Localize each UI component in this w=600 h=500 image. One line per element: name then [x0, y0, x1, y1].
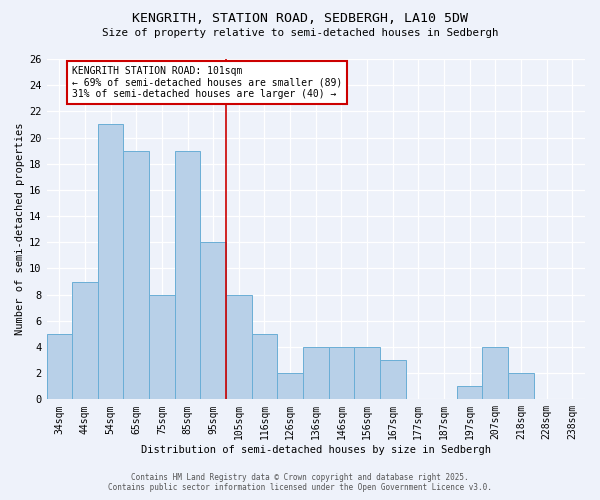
- Bar: [303, 347, 329, 400]
- Bar: [482, 347, 508, 400]
- Text: KENGRITH, STATION ROAD, SEDBERGH, LA10 5DW: KENGRITH, STATION ROAD, SEDBERGH, LA10 5…: [132, 12, 468, 26]
- Text: KENGRITH STATION ROAD: 101sqm
← 69% of semi-detached houses are smaller (89)
31%: KENGRITH STATION ROAD: 101sqm ← 69% of s…: [72, 66, 343, 98]
- Bar: [47, 334, 72, 400]
- Bar: [72, 282, 98, 400]
- Bar: [380, 360, 406, 400]
- Y-axis label: Number of semi-detached properties: Number of semi-detached properties: [15, 123, 25, 336]
- Bar: [251, 334, 277, 400]
- Bar: [277, 373, 303, 400]
- Bar: [457, 386, 482, 400]
- Bar: [329, 347, 354, 400]
- Bar: [124, 150, 149, 400]
- Bar: [200, 242, 226, 400]
- Bar: [175, 150, 200, 400]
- Bar: [98, 124, 124, 400]
- Bar: [149, 294, 175, 400]
- X-axis label: Distribution of semi-detached houses by size in Sedbergh: Distribution of semi-detached houses by …: [141, 445, 491, 455]
- Bar: [508, 373, 534, 400]
- Text: Contains HM Land Registry data © Crown copyright and database right 2025.
Contai: Contains HM Land Registry data © Crown c…: [108, 473, 492, 492]
- Bar: [226, 294, 251, 400]
- Bar: [354, 347, 380, 400]
- Text: Size of property relative to semi-detached houses in Sedbergh: Size of property relative to semi-detach…: [102, 28, 498, 38]
